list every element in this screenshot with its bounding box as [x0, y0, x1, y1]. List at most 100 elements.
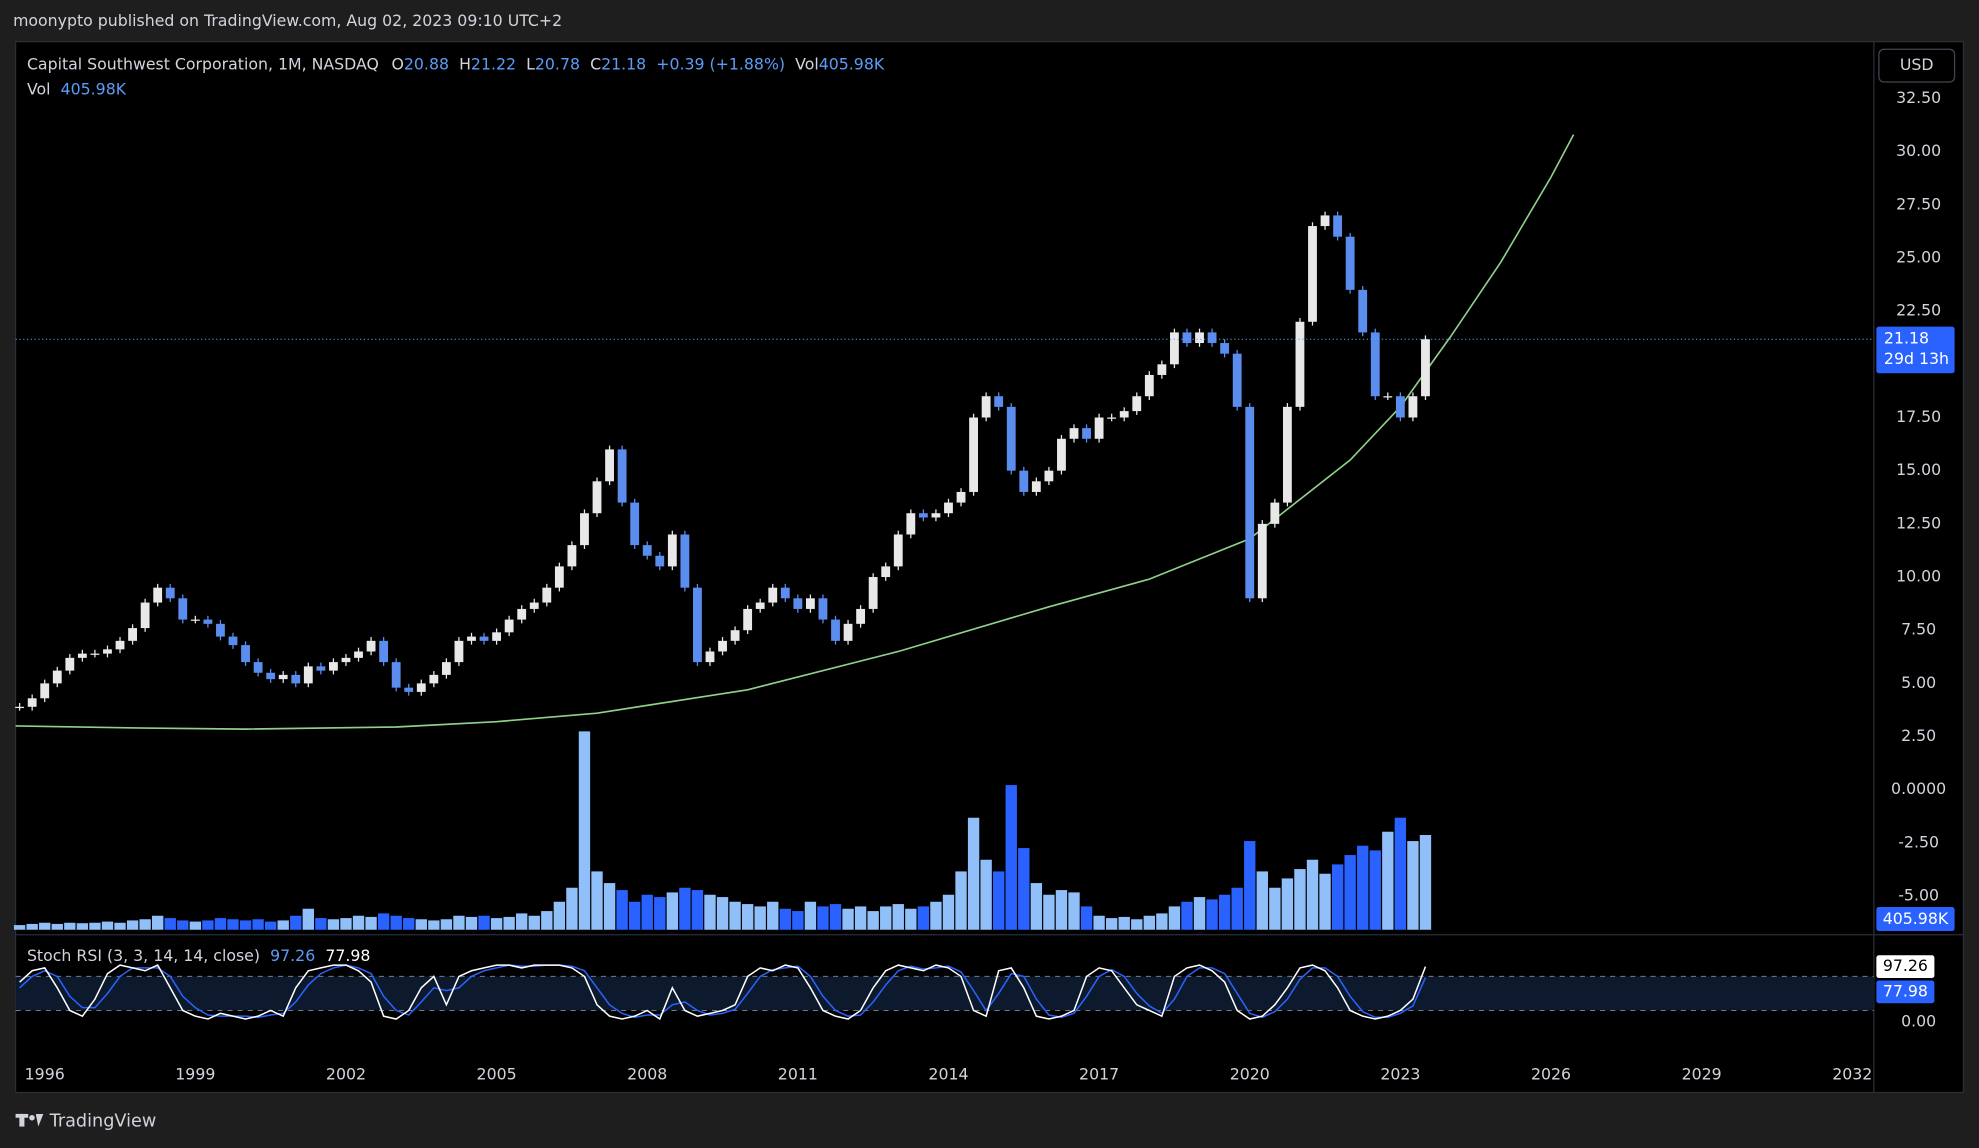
candle	[379, 640, 389, 663]
candle	[893, 534, 903, 567]
volume-bar	[403, 918, 415, 930]
candle	[103, 649, 112, 654]
volume-bar	[277, 920, 289, 930]
volume-bar	[767, 901, 779, 930]
candle	[981, 396, 991, 418]
vol-current: 405.98K	[61, 79, 127, 98]
legend: Capital Southwest Corporation, 1M, NASDA…	[27, 54, 885, 73]
volume-bar	[302, 908, 314, 930]
c-value: 21.18	[601, 54, 646, 73]
volume-bar	[817, 906, 829, 930]
candle	[617, 449, 627, 503]
volume-bar	[1143, 915, 1155, 930]
candle	[730, 630, 740, 641]
volume-bar	[1018, 848, 1030, 930]
candle	[178, 598, 188, 620]
y-tick-label: -5.00	[1898, 886, 1939, 905]
candle	[1019, 470, 1029, 492]
volume-bar	[603, 883, 616, 930]
volume-bar	[1156, 913, 1168, 930]
volume-bar	[164, 918, 176, 930]
o-value: 20.88	[404, 54, 449, 73]
x-tick-label: 2011	[778, 1064, 818, 1083]
candle	[1383, 396, 1393, 398]
stoch-value-box	[1876, 980, 1935, 1004]
currency-button[interactable]	[1878, 48, 1956, 83]
stoch-value-box	[1876, 955, 1935, 978]
candle	[793, 598, 803, 609]
volume-bar	[126, 920, 139, 930]
vol-title: Vol	[27, 79, 51, 98]
volume-bar	[993, 871, 1005, 930]
y-tick-label: 0.0000	[1891, 779, 1946, 798]
candle	[1232, 353, 1242, 407]
candle	[354, 651, 363, 658]
y-tick-label: 2.50	[1901, 726, 1936, 745]
volume-bar	[967, 817, 980, 930]
volume-bar	[64, 922, 76, 930]
volume-bar	[1281, 878, 1294, 930]
candle	[65, 657, 75, 671]
candle	[1395, 396, 1405, 418]
candle	[1345, 236, 1355, 290]
volume-bar	[1319, 873, 1331, 930]
y-tick-label: 12.50	[1896, 513, 1941, 532]
volume-bar	[214, 918, 227, 930]
candle	[718, 640, 727, 652]
volume-bar	[327, 919, 340, 930]
volume-bar	[1055, 890, 1068, 930]
stoch-line	[19, 964, 1427, 1021]
volume-bar	[139, 919, 151, 930]
volume-bar	[490, 918, 503, 930]
stoch-value: 97.26	[1883, 956, 1928, 975]
candle	[1257, 523, 1267, 599]
volume-bar	[1181, 901, 1193, 930]
candle	[994, 396, 1004, 407]
o-label: O	[391, 54, 403, 73]
volume-bar	[1382, 831, 1394, 930]
candle	[1182, 332, 1192, 344]
volume-bar	[227, 919, 239, 930]
symbol: Capital Southwest Corporation, 1M, NASDA…	[27, 54, 379, 73]
candle	[404, 687, 414, 692]
h-value: 21.22	[471, 54, 516, 73]
candle	[278, 674, 288, 680]
volume-bar	[352, 915, 365, 930]
candle	[1370, 332, 1380, 397]
candle	[128, 628, 137, 641]
brand: TradingView	[49, 1112, 157, 1132]
candle	[680, 534, 690, 588]
candle	[153, 587, 163, 603]
y-tick-label: 32.50	[1896, 88, 1941, 107]
x-tick-label: 2026	[1531, 1064, 1571, 1083]
candle	[266, 672, 276, 680]
candle	[1107, 417, 1117, 419]
volume-bar	[1294, 869, 1306, 930]
c-label: C	[590, 54, 601, 73]
volume-bar	[26, 923, 38, 930]
volume-bar	[1357, 845, 1369, 930]
candle	[881, 566, 891, 578]
volume-bar	[290, 915, 302, 930]
candle	[755, 602, 765, 609]
candle	[1358, 289, 1368, 333]
volume-bar	[114, 922, 126, 930]
y-tick-label: -2.50	[1898, 832, 1939, 851]
y-tick-label: 5.00	[1901, 673, 1936, 692]
candle	[517, 608, 527, 620]
volume-bar	[13, 925, 26, 930]
volume-bar	[89, 922, 101, 930]
x-tick-label: 2020	[1230, 1064, 1270, 1083]
h-label: H	[459, 54, 471, 73]
candle	[1320, 215, 1330, 227]
y-tick-label: 30.00	[1896, 141, 1941, 160]
x-tick-label: 2005	[477, 1064, 517, 1083]
currency[interactable]: USD	[1900, 55, 1934, 74]
volume-label-box	[1876, 907, 1955, 932]
volume-bar	[1131, 919, 1143, 930]
x-tick-label: 2032	[1832, 1064, 1872, 1083]
volume-bar	[666, 892, 679, 930]
candle	[1119, 411, 1129, 418]
band-fill	[15, 976, 1874, 1011]
vol-label: Vol	[795, 54, 819, 73]
